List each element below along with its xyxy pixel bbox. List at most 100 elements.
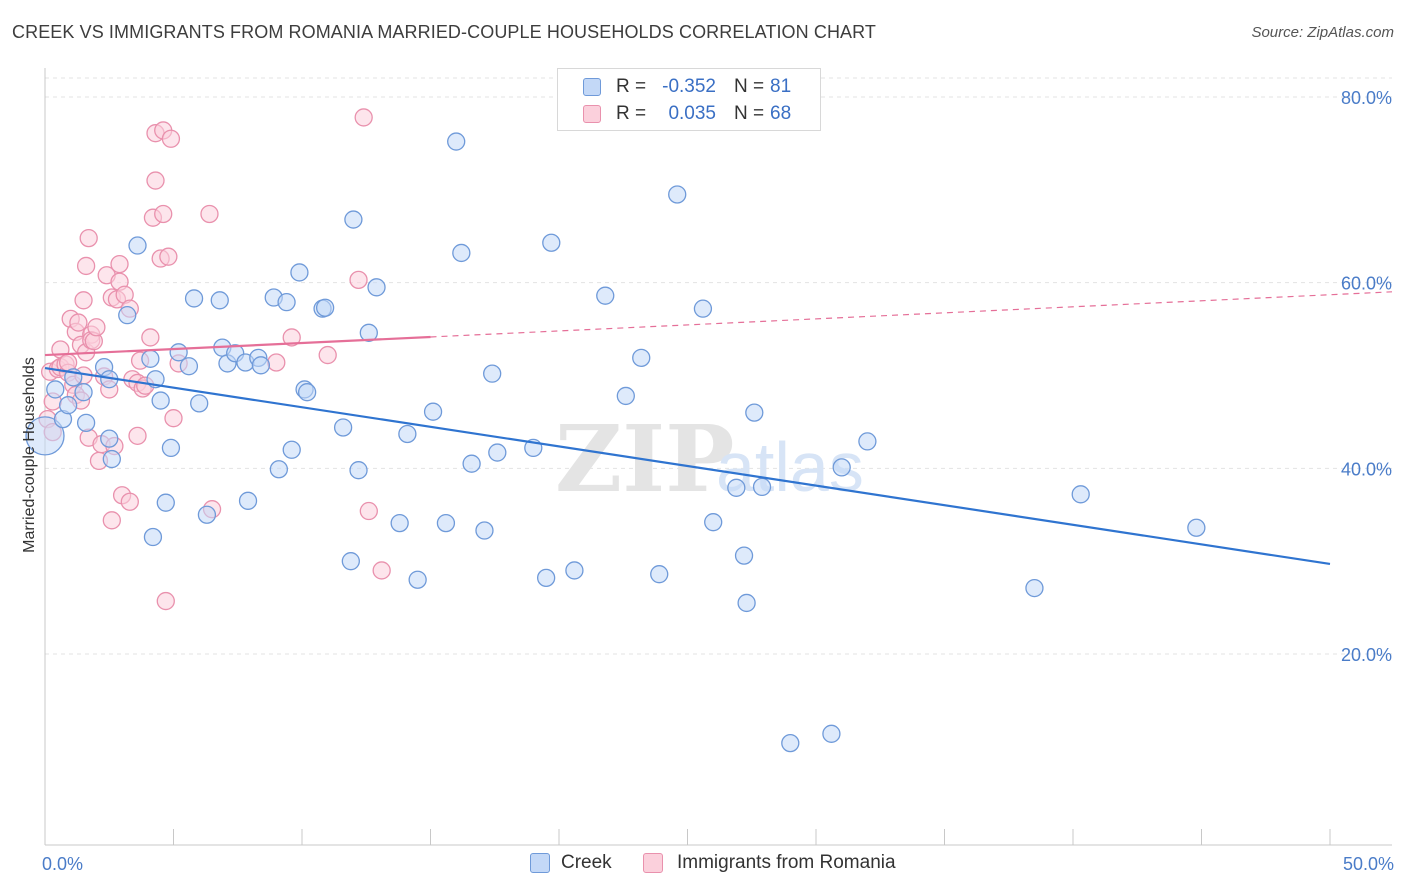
legend-romania-swatch [643,853,663,873]
creek-point [483,364,502,383]
creek-point [333,418,353,437]
creek-point [616,386,635,406]
romania-point [159,247,178,266]
legend: Creek Immigrants from Romania [0,851,1406,877]
creek-point [398,424,417,444]
x-tick-label-max: 50.0% [1343,854,1394,874]
creek-point [282,440,301,459]
romania-point [267,353,286,372]
romania-point [164,409,183,428]
creek-point [344,210,363,229]
creek-point [179,357,199,376]
creek-point [76,413,96,432]
creek-point [390,513,409,533]
creek-point [1025,578,1044,598]
series-romania-points [38,108,391,611]
romania-point [102,511,121,530]
creek-point [452,243,471,263]
creek-point [277,293,296,312]
romania-point [200,204,219,224]
creek-point [668,185,687,204]
creek-point [1071,485,1090,504]
stats-row-romania: R = 0.035 N = 68 [558,101,820,129]
romania-point [354,108,373,127]
creek-point [297,383,317,402]
tick-labels: 20.0% 40.0% 60.0% 80.0% 0.0% 50.0% [42,88,1394,874]
creek-point [156,493,175,512]
creek-point [58,396,78,415]
r-label: R = [616,76,647,97]
creek-point [118,306,137,325]
creek-point [565,561,584,580]
creek-point [359,323,378,342]
legend-creek-label: Creek [561,852,612,873]
creek-point [290,263,309,282]
creek-point [349,461,368,480]
creek-point [238,491,258,510]
creek-point [752,477,772,497]
creek-point [25,416,65,456]
creek-point [650,565,669,584]
creek-point [269,460,289,479]
creek-point [367,278,386,297]
creek-point [737,593,756,613]
romania-trend-line [44,335,431,357]
creek-point [632,348,651,368]
creek-point [1187,518,1206,537]
creek-point [734,546,754,565]
creek-point [128,236,147,255]
romania-point [372,561,391,580]
n-value: 68 [770,103,792,124]
romania-trend-line-extension [430,291,1393,338]
romania-point [79,228,98,248]
creek-point [315,298,335,317]
axes [44,68,1392,846]
r-label: R = [616,103,647,124]
y-tick-label: 80.0% [1341,88,1392,108]
romania-point [146,171,165,190]
romania-point [349,270,368,290]
creek-point [822,724,841,743]
creek-point [197,505,217,524]
creek-point [100,429,119,448]
creek-point [161,438,181,458]
legend-romania-label: Immigrants from Romania [677,852,896,873]
y-tick-label: 60.0% [1341,274,1392,294]
creek-point [447,132,466,151]
creek-point [537,568,556,588]
creek-point [141,349,160,368]
n-value: 81 [770,76,792,97]
creek-point [832,458,851,477]
n-label: N = [734,76,765,97]
creek-point [693,299,713,318]
creek-point [488,443,507,462]
creek-point [102,449,121,469]
romania-point [282,328,301,347]
romania-point [69,313,88,332]
creek-point [858,432,877,451]
romania-point [359,501,378,521]
trend-lines [44,291,1393,566]
creek-point [475,521,494,540]
creek-point [190,394,209,413]
creek-point [74,383,93,402]
n-label: N = [734,103,765,124]
y-tick-label: 40.0% [1341,459,1392,479]
creek-point [408,570,427,589]
romania-point [76,256,96,276]
creek-point [210,291,229,310]
creek-point [462,454,481,473]
creek-point [151,391,170,410]
source-note: Source: ZipAtlas.com [1251,24,1394,41]
creek-point [704,513,723,532]
creek-point [542,233,561,252]
romania-point [154,204,173,224]
romania-point [128,426,147,445]
creek-point [423,402,443,421]
creek-point [596,286,615,305]
stats-row-creek: R = -0.352 N = 81 [558,74,820,102]
y-tick-label: 20.0% [1341,645,1392,665]
creek-point [436,513,456,533]
creek-point [341,552,360,571]
